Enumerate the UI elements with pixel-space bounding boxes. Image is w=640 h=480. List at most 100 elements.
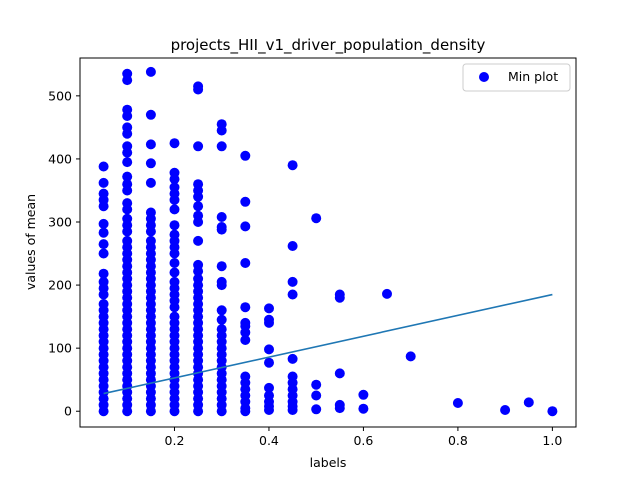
- data-point: [240, 406, 251, 417]
- data-point: [216, 305, 227, 316]
- data-point: [311, 404, 322, 415]
- y-tick-label: 0: [64, 404, 72, 419]
- data-point: [145, 66, 156, 77]
- data-point: [145, 139, 156, 150]
- data-point: [240, 196, 251, 207]
- legend: Min plot: [462, 63, 571, 92]
- y-tick-label: 100: [48, 341, 72, 356]
- data-point: [145, 109, 156, 120]
- plot-area: [98, 66, 558, 417]
- data-point: [169, 204, 180, 215]
- y-tick-label: 500: [48, 88, 72, 103]
- data-point: [193, 201, 204, 212]
- legend-label: Min plot: [508, 69, 558, 84]
- data-point: [287, 276, 298, 287]
- data-point: [122, 406, 133, 417]
- data-point: [216, 125, 227, 136]
- data-point: [216, 261, 227, 272]
- data-point: [240, 150, 251, 161]
- data-point: [216, 406, 227, 417]
- data-point: [122, 128, 133, 139]
- chart-title: projects_HII_v1_driver_population_densit…: [171, 36, 486, 55]
- data-point: [452, 398, 463, 408]
- data-point: [547, 406, 558, 417]
- x-tick-label: 0.6: [353, 433, 373, 448]
- data-point: [264, 303, 274, 314]
- data-point: [240, 327, 251, 338]
- y-axis-label: values of mean: [23, 194, 38, 290]
- data-point: [193, 84, 204, 95]
- data-point: [240, 221, 251, 232]
- data-point: [122, 75, 133, 86]
- data-point: [145, 226, 156, 237]
- axes-frame: [79, 57, 577, 428]
- data-point: [287, 289, 298, 300]
- data-point: [122, 157, 133, 168]
- data-point: [287, 405, 298, 415]
- data-point: [169, 258, 180, 268]
- data-point: [145, 158, 156, 169]
- x-axis-ticks: 0.2 0.4 0.6 0.8 1.0: [165, 427, 562, 448]
- trend-line: [103, 293, 553, 395]
- data-point: [145, 177, 156, 188]
- data-point: [169, 267, 180, 278]
- data-point: [240, 258, 251, 268]
- data-point: [122, 171, 133, 182]
- data-point: [98, 239, 109, 250]
- legend-box: [462, 63, 571, 92]
- data-point: [334, 368, 345, 379]
- data-point: [358, 403, 369, 414]
- data-point: [193, 266, 204, 277]
- data-point: [240, 302, 251, 313]
- data-point: [98, 201, 109, 212]
- data-point: [216, 224, 227, 235]
- data-point: [500, 405, 511, 415]
- data-point: [240, 335, 251, 345]
- data-point: [334, 403, 345, 414]
- x-tick-label: 0.2: [165, 433, 185, 448]
- data-point: [264, 357, 274, 368]
- legend-marker: [479, 72, 489, 82]
- data-point: [98, 218, 109, 229]
- data-point: [193, 406, 204, 417]
- y-tick-label: 300: [48, 215, 72, 230]
- data-point: [264, 405, 274, 415]
- x-tick-label: 1.0: [542, 433, 562, 448]
- data-point: [169, 174, 180, 185]
- data-point: [98, 177, 109, 188]
- data-point: [169, 194, 180, 205]
- data-point: [98, 406, 109, 417]
- data-point: [122, 147, 133, 158]
- data-point: [382, 288, 392, 299]
- data-point: [287, 353, 298, 364]
- data-point: [169, 138, 180, 149]
- data-point: [145, 406, 156, 417]
- data-point: [169, 220, 180, 231]
- y-tick-label: 200: [48, 278, 72, 293]
- data-point: [264, 317, 274, 328]
- data-point: [287, 241, 298, 251]
- data-point: [216, 314, 227, 325]
- data-point: [169, 302, 180, 313]
- data-point: [216, 212, 227, 222]
- data-point: [264, 382, 274, 393]
- x-tick-label: 0.8: [448, 433, 468, 448]
- data-point: [311, 390, 322, 401]
- data-point: [287, 160, 298, 171]
- data-point: [523, 397, 534, 408]
- data-point: [216, 141, 227, 152]
- data-point: [311, 213, 322, 224]
- data-point: [122, 204, 133, 215]
- data-point: [405, 351, 416, 362]
- data-point: [358, 389, 369, 400]
- data-point: [193, 191, 204, 202]
- data-point: [193, 235, 204, 246]
- data-point: [264, 344, 274, 355]
- data-point: [216, 280, 227, 291]
- data-point: [122, 185, 133, 196]
- data-point: [98, 289, 109, 300]
- data-point: [169, 248, 180, 259]
- data-point: [98, 248, 109, 259]
- data-point: [122, 111, 133, 121]
